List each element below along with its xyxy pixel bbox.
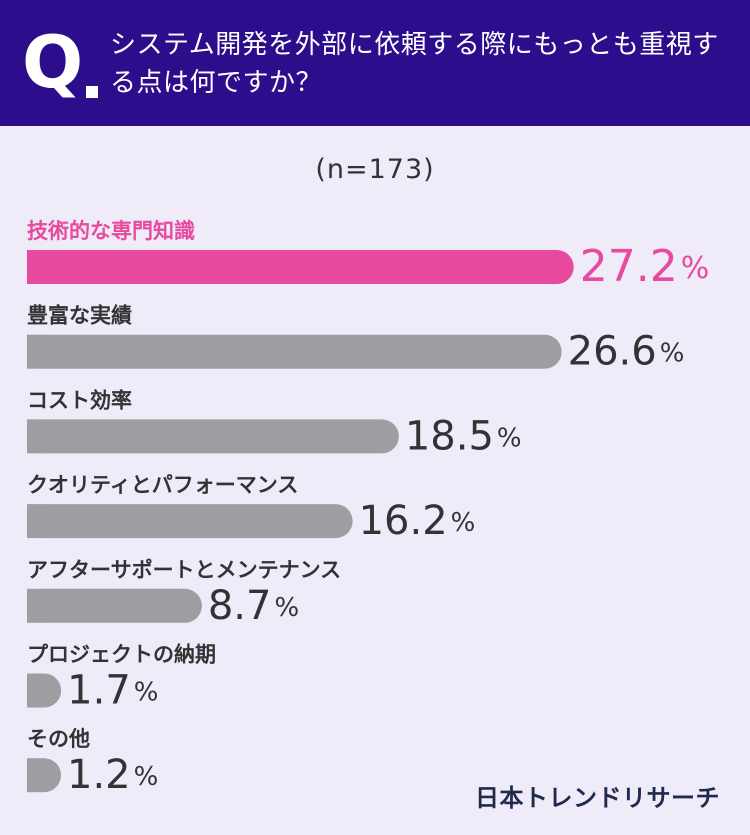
value-label: 1.2% <box>67 752 158 798</box>
value-label: 27.2% <box>580 241 709 292</box>
value-unit: % <box>451 508 476 538</box>
category-label: その他 <box>27 727 90 751</box>
category-label: アフターサポートとメンテナンス <box>27 558 341 582</box>
value-number: 1.2 <box>67 752 131 798</box>
category-label: プロジェクトの納期 <box>27 643 216 667</box>
question-text: システム開発を外部に依頼する際にもっとも重視する点は何ですか？ <box>110 30 719 98</box>
bar-left-edge <box>27 673 44 708</box>
bar-left-edge <box>27 250 44 284</box>
q-dot-shape <box>86 86 98 98</box>
value-number: 26.6 <box>568 329 657 375</box>
value-number: 27.2 <box>580 241 678 292</box>
bar <box>27 334 562 369</box>
value-unit: % <box>497 423 522 453</box>
value-unit: % <box>274 592 299 622</box>
bar <box>27 588 202 623</box>
value-number: 16.2 <box>359 498 448 544</box>
value-unit: % <box>660 338 685 368</box>
bar-left-edge <box>27 504 44 539</box>
bar-left-edge <box>27 334 44 369</box>
value-unit: % <box>134 677 159 707</box>
question-header: Q システム開発を外部に依頼する際にもっとも重視する点は何ですか？ <box>0 0 750 126</box>
bar-left-edge <box>27 758 44 793</box>
value-number: 1.7 <box>67 668 131 714</box>
value-unit: % <box>681 251 710 286</box>
bar <box>27 250 574 284</box>
bar-left-edge <box>27 419 44 454</box>
bar <box>27 419 399 454</box>
brand-logo: 日本トレンドリサーチ <box>475 784 720 812</box>
value-label: 18.5% <box>405 413 522 459</box>
bar <box>27 504 353 539</box>
value-label: 26.6% <box>568 329 685 375</box>
value-number: 18.5 <box>405 413 494 459</box>
value-unit: % <box>134 762 159 792</box>
value-label: 8.7% <box>208 583 299 629</box>
value-number: 8.7 <box>208 583 272 629</box>
sample-size: (n=173) <box>315 154 435 185</box>
category-label: クオリティとパフォーマンス <box>27 473 298 497</box>
category-label: 豊富な実績 <box>27 304 132 328</box>
q-mark: Q <box>22 20 84 104</box>
value-label: 1.7% <box>67 668 158 714</box>
bar-left-edge <box>27 588 44 623</box>
category-label: コスト効率 <box>27 388 132 412</box>
value-label: 16.2% <box>359 498 476 544</box>
category-label: 技術的な専門知識 <box>27 219 195 243</box>
